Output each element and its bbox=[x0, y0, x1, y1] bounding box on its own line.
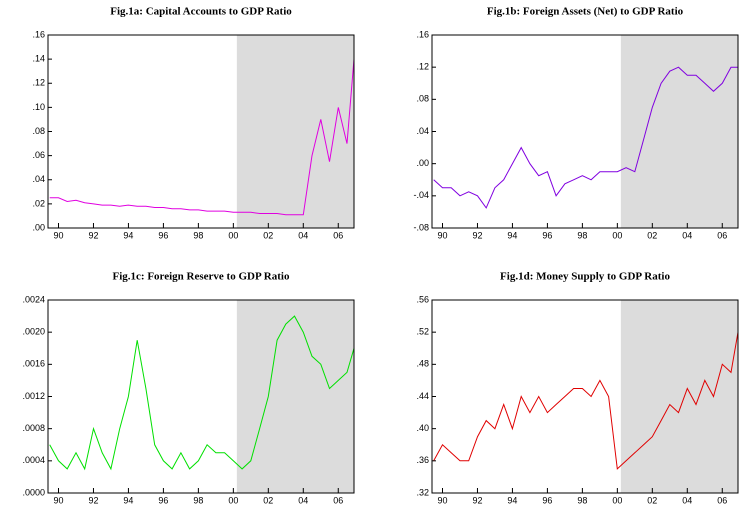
x-tick-label: 00 bbox=[612, 230, 622, 240]
y-tick-label: .0012 bbox=[22, 391, 45, 401]
chart-title: Fig.1d: Money Supply to GDP Ratio bbox=[500, 271, 670, 283]
y-tick-label: .44 bbox=[416, 391, 429, 401]
x-tick-label: 00 bbox=[228, 495, 238, 505]
shaded-period bbox=[236, 300, 354, 493]
x-tick-label: 02 bbox=[647, 230, 657, 240]
x-tick-label: 92 bbox=[88, 230, 98, 240]
x-tick-label: 96 bbox=[542, 495, 552, 505]
y-tick-label: .40 bbox=[416, 423, 429, 433]
chart-title: Fig.1c: Foreign Reserve to GDP Ratio bbox=[113, 271, 290, 283]
x-tick-label: 94 bbox=[123, 495, 133, 505]
y-tick-label: .02 bbox=[32, 198, 45, 208]
shaded-period bbox=[620, 35, 738, 228]
x-tick-label: 04 bbox=[298, 230, 308, 240]
y-tick-label: .08 bbox=[416, 94, 429, 104]
y-tick-label: .56 bbox=[416, 294, 429, 304]
y-tick-label: .32 bbox=[416, 487, 429, 497]
y-tick-label: .12 bbox=[416, 62, 429, 72]
x-tick-label: 06 bbox=[717, 230, 727, 240]
data-line bbox=[49, 59, 355, 216]
y-tick-label: .0000 bbox=[22, 487, 45, 497]
chart-title: Fig.1b: Foreign Assets (Net) to GDP Rati… bbox=[487, 6, 684, 18]
y-tick-label: .0024 bbox=[22, 294, 45, 304]
x-tick-label: 00 bbox=[228, 230, 238, 240]
x-tick-label: 96 bbox=[542, 230, 552, 240]
y-tick-label: .0008 bbox=[22, 423, 45, 433]
y-tick-label: -.04 bbox=[413, 190, 429, 200]
x-tick-label: 04 bbox=[682, 495, 692, 505]
y-tick-label: .04 bbox=[32, 174, 45, 184]
x-tick-label: 90 bbox=[53, 230, 63, 240]
y-tick-label: .10 bbox=[32, 102, 45, 112]
y-tick-label: .04 bbox=[416, 126, 429, 136]
x-tick-label: 06 bbox=[333, 495, 343, 505]
x-tick-label: 94 bbox=[507, 230, 517, 240]
x-tick-label: 96 bbox=[158, 230, 168, 240]
y-tick-label: .48 bbox=[416, 359, 429, 369]
x-tick-label: 02 bbox=[263, 495, 273, 505]
y-tick-label: .52 bbox=[416, 327, 429, 337]
x-tick-label: 00 bbox=[612, 495, 622, 505]
x-tick-label: 96 bbox=[158, 495, 168, 505]
y-tick-label: .0004 bbox=[22, 455, 45, 465]
x-tick-label: 06 bbox=[717, 495, 727, 505]
shaded-period bbox=[236, 35, 354, 228]
y-tick-label: .00 bbox=[32, 222, 45, 232]
x-tick-label: 98 bbox=[193, 495, 203, 505]
x-tick-label: 92 bbox=[472, 230, 482, 240]
y-tick-label: .06 bbox=[32, 150, 45, 160]
data-line bbox=[433, 332, 739, 470]
y-tick-label: .0016 bbox=[22, 359, 45, 369]
x-tick-label: 04 bbox=[682, 230, 692, 240]
x-tick-label: 02 bbox=[263, 230, 273, 240]
y-tick-label: .00 bbox=[416, 158, 429, 168]
y-tick-label: .12 bbox=[32, 78, 45, 88]
x-tick-label: 90 bbox=[437, 495, 447, 505]
x-tick-label: 02 bbox=[647, 495, 657, 505]
y-tick-label: .36 bbox=[416, 455, 429, 465]
chart-title: Fig.1a: Capital Accounts to GDP Ratio bbox=[110, 6, 292, 18]
x-tick-label: 98 bbox=[577, 230, 587, 240]
y-tick-label: -.08 bbox=[413, 222, 429, 232]
data-line bbox=[49, 315, 355, 471]
x-tick-label: 04 bbox=[298, 495, 308, 505]
x-tick-label: 90 bbox=[53, 495, 63, 505]
x-tick-label: 94 bbox=[123, 230, 133, 240]
y-tick-label: .0020 bbox=[22, 327, 45, 337]
x-tick-label: 98 bbox=[193, 230, 203, 240]
y-tick-label: .08 bbox=[32, 126, 45, 136]
x-tick-label: 92 bbox=[472, 495, 482, 505]
y-tick-label: .16 bbox=[32, 29, 45, 39]
x-tick-label: 98 bbox=[577, 495, 587, 505]
y-tick-label: .16 bbox=[416, 29, 429, 39]
x-tick-label: 06 bbox=[333, 230, 343, 240]
x-tick-label: 92 bbox=[88, 495, 98, 505]
data-line bbox=[433, 66, 738, 209]
y-tick-label: .14 bbox=[32, 54, 45, 64]
x-tick-label: 90 bbox=[437, 230, 447, 240]
shaded-period bbox=[620, 300, 738, 493]
x-tick-label: 94 bbox=[507, 495, 517, 505]
